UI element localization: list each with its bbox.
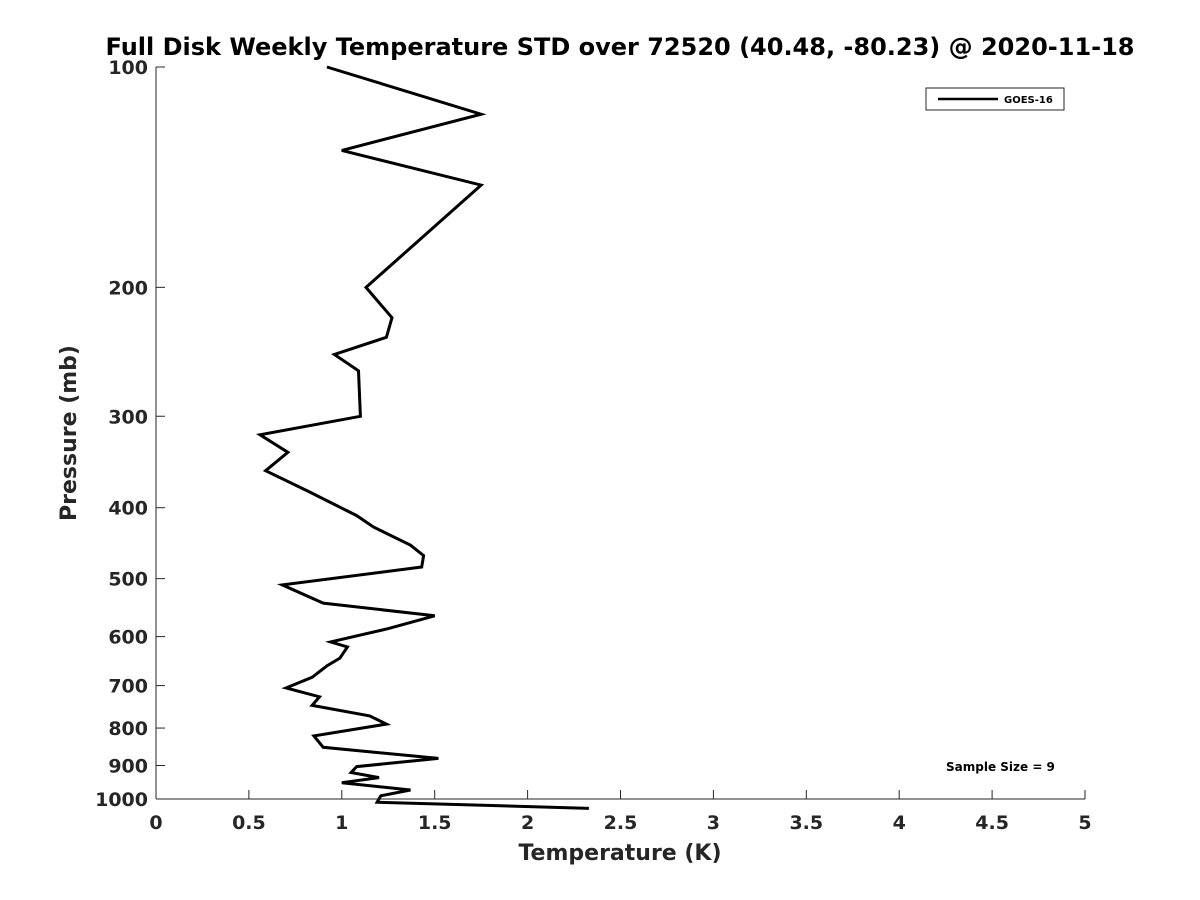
y-tick-label: 800: [108, 718, 148, 740]
sample-size-annotation: Sample Size = 9: [946, 760, 1055, 774]
x-axis-ticks: 0 0.5 1 1.5 2 2.5 3 3.5 4 4.5 5: [149, 790, 1092, 834]
x-axis-label: Temperature (K): [518, 841, 721, 866]
chart-title: Full Disk Weekly Temperature STD over 72…: [106, 33, 1135, 61]
legend-entry-goes-16: GOES-16: [1004, 95, 1053, 106]
y-tick-label: 200: [108, 277, 148, 299]
x-tick-label: 2.5: [604, 812, 638, 834]
y-tick-label: 900: [108, 756, 148, 778]
x-tick-label: 3: [707, 812, 720, 834]
x-tick-label: 5: [1078, 812, 1091, 834]
y-axis-ticks: 100 200 300 400 500 600 700 800 900 1000: [95, 57, 165, 811]
x-tick-label: 4: [893, 812, 906, 834]
x-tick-label: 1.5: [418, 812, 452, 834]
y-tick-label: 1000: [95, 789, 148, 811]
x-tick-label: 0.5: [232, 812, 266, 834]
x-tick-label: 2: [521, 812, 534, 834]
legend: GOES-16: [925, 87, 1065, 111]
y-tick-label: 400: [108, 498, 148, 520]
x-tick-label: 4.5: [975, 812, 1009, 834]
x-tick-label: 3.5: [789, 812, 823, 834]
y-axis-label: Pressure (mb): [57, 345, 82, 521]
y-tick-label: 500: [108, 569, 148, 591]
y-tick-label: 300: [108, 406, 148, 428]
series-line-goes-16: [255, 65, 589, 810]
x-tick-label: 0: [149, 812, 162, 834]
y-tick-label: 700: [108, 676, 148, 698]
series-layer: [255, 65, 589, 810]
y-tick-label: 600: [108, 627, 148, 649]
x-tick-label: 1: [335, 812, 348, 834]
y-tick-label: 100: [108, 57, 148, 79]
